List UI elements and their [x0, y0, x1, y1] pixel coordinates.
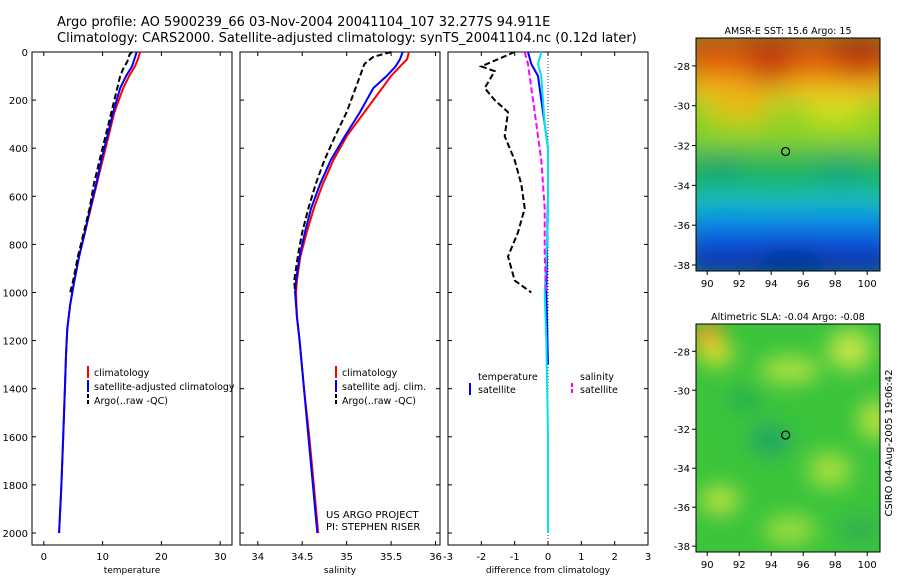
y-tick-label: 1200 — [3, 337, 28, 348]
map-title: Altimetric SLA: -0.04 Argo: -0.08 — [711, 312, 865, 323]
x-tick-label: 92 — [733, 279, 746, 290]
legend-label: salinity — [580, 372, 614, 383]
argo-location-marker — [780, 146, 791, 157]
x-tick-label: -3 — [443, 552, 453, 563]
series-line — [69, 51, 133, 293]
series-line — [294, 51, 404, 534]
sla-map: Altimetric SLA: -0.04 Argo: -0.08 90 92 94 9… — [674, 312, 881, 571]
y-tick-label: 400 — [9, 144, 28, 155]
legend-label: Argo(..raw -QC) — [342, 396, 416, 407]
y-tick-label: -36 — [674, 503, 690, 514]
legend-label: satellite — [580, 385, 618, 396]
salinity-panel: 34 34.5 35 35.5 36 salinity climatology satelli… — [239, 51, 442, 576]
y-tick-label: 1400 — [3, 385, 28, 396]
x-tick-label: 98 — [829, 279, 842, 290]
x-tick-label: 35 — [340, 552, 353, 563]
y-tick-label: 1600 — [3, 433, 28, 444]
x-tick-label: 96 — [797, 279, 810, 290]
y-tick-label: -32 — [674, 425, 690, 436]
x-tick-label: 2 — [611, 552, 617, 563]
x-tick-label: 10 — [96, 552, 109, 563]
map-title: AMSR-E SST: 15.6 Argo: 15 — [725, 26, 852, 37]
header-line1: Argo profile: AO 5900239_66 03-Nov-2004 … — [57, 15, 550, 30]
side-label: CSIRO 04-Aug-2005 19:06:42 — [884, 369, 895, 516]
series-line — [58, 51, 142, 534]
series-line — [58, 51, 138, 534]
x-tick-label: 34.5 — [291, 552, 313, 563]
x-tick-label: 96 — [797, 560, 810, 571]
x-axis-label: temperature — [104, 566, 161, 576]
y-tick-label: 0 — [22, 48, 28, 59]
y-tick-label: 200 — [9, 96, 28, 107]
x-tick-label: 34 — [251, 552, 264, 563]
x-axis-label: salinity — [324, 566, 357, 576]
y-tick-label: 1000 — [3, 288, 28, 299]
y-tick-label: -30 — [674, 386, 690, 397]
legend-label: satellite-adjusted climatology — [94, 382, 235, 393]
x-tick-label: 20 — [155, 552, 168, 563]
y-tick-label: -38 — [674, 542, 690, 553]
x-tick-label: 1 — [578, 552, 584, 563]
argo-location-marker — [780, 430, 791, 440]
x-tick-label: 0 — [41, 552, 47, 563]
x-tick-label: 36 — [429, 552, 442, 563]
x-tick-label: 90 — [701, 279, 714, 290]
x-tick-label: 30 — [214, 552, 227, 563]
y-tick-label: -34 — [674, 181, 690, 192]
series-line — [293, 51, 392, 293]
y-tick-label: -28 — [674, 347, 690, 358]
x-tick-label: 92 — [733, 560, 746, 571]
x-tick-label: 94 — [765, 560, 778, 571]
sst-map: AMSR-E SST: 15.6 Argo: 15 90 92 94 96 98 100 -2… — [674, 26, 881, 290]
y-tick-label: 800 — [9, 240, 28, 251]
y-tick-label: 600 — [9, 192, 28, 203]
difference-panel: -3 -2 -1 0 1 2 3 difference from climatology tem… — [443, 51, 651, 576]
legend-label: temperature — [478, 372, 538, 383]
x-tick-label: 35.5 — [380, 552, 402, 563]
project-note-line2: PI: STEPHEN RISER — [326, 522, 420, 533]
y-tick-label: -28 — [674, 62, 690, 73]
x-tick-label: 94 — [765, 279, 778, 290]
y-tick-label: 1800 — [3, 481, 28, 492]
x-tick-label: 3 — [645, 552, 651, 563]
legend-label: satellite adj. clim. — [342, 382, 426, 393]
legend-label: climatology — [94, 368, 150, 379]
project-note-line1: US ARGO PROJECT — [326, 510, 420, 521]
series-line — [478, 51, 532, 294]
x-axis-label: difference from climatology — [486, 566, 611, 576]
header-line2: Climatology: CARS2000. Satellite-adjuste… — [57, 31, 637, 46]
y-tick-label: -38 — [674, 261, 690, 272]
legend-label: climatology — [342, 368, 398, 379]
x-tick-label: 98 — [829, 560, 842, 571]
plot-frame — [239, 51, 441, 546]
legend-label: satellite — [478, 385, 516, 396]
y-tick-label: -30 — [674, 102, 690, 113]
y-tick-label: -36 — [674, 221, 690, 232]
y-tick-label: 2000 — [3, 529, 28, 540]
temperature-panel: 0 10 20 30 0 200 400 600 800 1000 1200 1400 1600 1800… — [3, 48, 235, 576]
x-tick-label: -1 — [510, 552, 520, 563]
x-tick-label: -2 — [476, 552, 486, 563]
x-tick-label: 90 — [701, 560, 714, 571]
series-line — [536, 51, 549, 533]
y-tick-label: -32 — [674, 142, 690, 153]
legend-label: Argo(..raw -QC) — [94, 396, 168, 407]
y-tick-label: -34 — [674, 464, 690, 475]
x-tick-label: 0 — [545, 552, 551, 563]
x-tick-label: 100 — [858, 279, 877, 290]
x-tick-label: 100 — [858, 560, 877, 571]
series-line — [523, 51, 548, 293]
